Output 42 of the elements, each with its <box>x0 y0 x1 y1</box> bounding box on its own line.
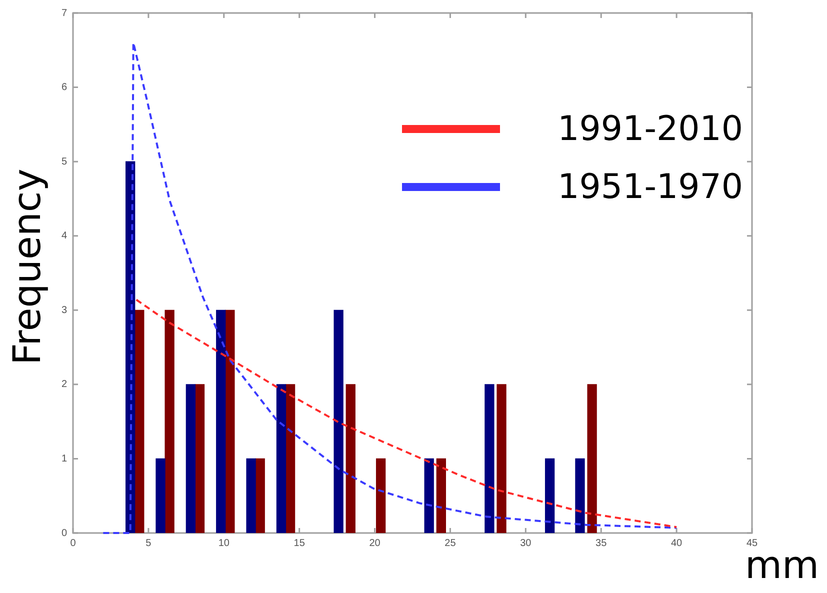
bar <box>334 310 344 533</box>
x-tick-label: 5 <box>146 538 152 549</box>
x-tick-label: 20 <box>369 538 381 549</box>
x-tick-label: 10 <box>218 538 230 549</box>
bar <box>216 310 226 533</box>
legend-label: 1991-2010 <box>558 109 743 149</box>
bar <box>587 384 597 533</box>
y-tick-label: 5 <box>61 156 68 168</box>
y-tick-label: 2 <box>61 379 68 390</box>
x-tick-label: 15 <box>294 538 306 549</box>
y-tick-label: 6 <box>61 82 68 94</box>
bar <box>436 458 446 533</box>
bar <box>496 384 506 533</box>
bar <box>484 384 494 533</box>
bar <box>255 458 265 533</box>
bar <box>246 458 256 533</box>
bar <box>424 458 434 533</box>
y-tick-label: 0 <box>61 528 68 539</box>
bar <box>575 458 585 533</box>
bar <box>194 384 205 533</box>
y-tick-label: 7 <box>61 8 68 19</box>
y-axis-title: Frequency <box>5 168 49 365</box>
y-tick-label: 3 <box>61 304 68 316</box>
x-tick-label: 40 <box>670 538 683 549</box>
bar <box>164 310 174 533</box>
x-tick-label: 35 <box>596 538 608 549</box>
bar <box>376 458 386 533</box>
bar <box>285 384 296 533</box>
x-tick-label: 25 <box>444 538 456 549</box>
bar <box>225 310 235 533</box>
bar <box>544 458 555 533</box>
bar <box>186 384 196 533</box>
line-series <box>135 298 678 528</box>
x-tick-label: 0 <box>70 538 76 549</box>
bar <box>276 384 286 533</box>
y-tick-label: 1 <box>61 453 68 464</box>
x-tick-label: 30 <box>520 538 532 549</box>
legend-label: 1951-1970 <box>558 167 743 207</box>
bar <box>134 310 144 533</box>
bar <box>156 458 166 533</box>
y-tick-label: 4 <box>61 230 68 242</box>
bar <box>346 384 356 533</box>
